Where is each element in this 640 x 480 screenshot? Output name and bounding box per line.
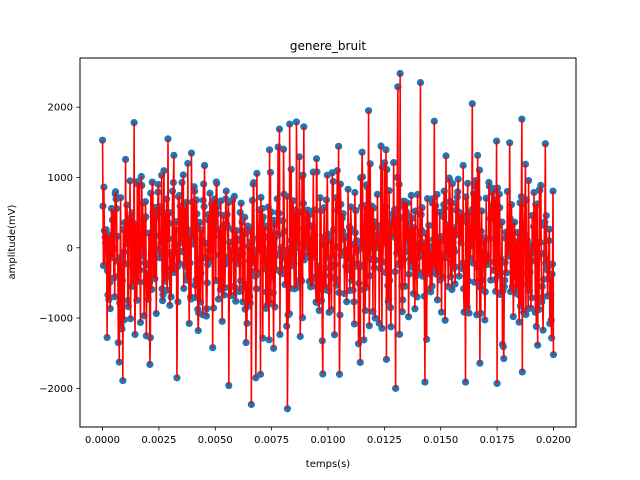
x-tick-label: 0.0050 [198, 435, 233, 446]
x-tick-label: 0.0075 [254, 435, 289, 446]
y-tick-label: 2000 [48, 103, 73, 114]
x-tick-label: 0.0000 [85, 435, 120, 446]
y-tick-label: 1000 [48, 173, 73, 184]
x-axis: 0.0000 0.0025 0.0050 0.0075 0.0100 0.0125 0.01… [85, 427, 571, 446]
x-axis-label: temps(s) [306, 459, 350, 470]
y-axis-label: amplitude(mV) [7, 204, 18, 279]
plot-area [98, 69, 558, 413]
x-tick-label: 0.0125 [367, 435, 402, 446]
y-tick-label: −2000 [39, 384, 73, 395]
y-tick-label: −1000 [39, 314, 73, 325]
data-point [98, 136, 107, 144]
y-axis: −2000 −1000 0 1000 2000 [39, 103, 80, 395]
x-tick-label: 0.0200 [536, 435, 571, 446]
x-tick-label: 0.0150 [423, 435, 458, 446]
series-line [101, 73, 555, 409]
x-tick-label: 0.0175 [480, 435, 515, 446]
chart-title: genere_bruit [290, 39, 367, 53]
x-tick-label: 0.0025 [141, 435, 176, 446]
x-tick-label: 0.0100 [311, 435, 346, 446]
data-point [549, 351, 558, 359]
y-tick-label: 0 [67, 243, 73, 254]
